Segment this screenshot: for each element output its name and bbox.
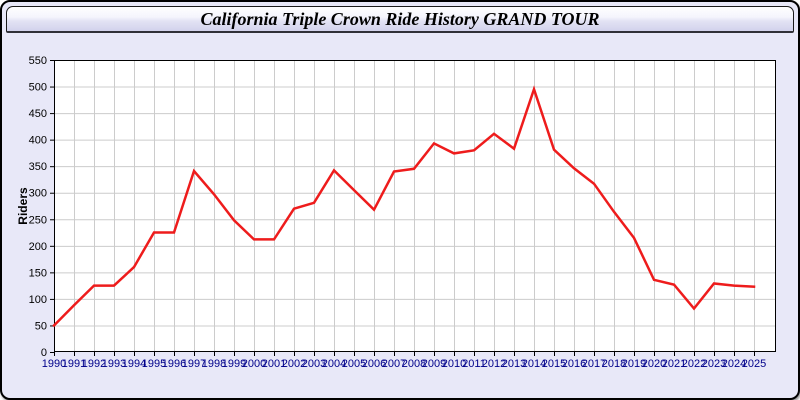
x-tick-label: 2019 [622,358,646,370]
y-tick-label: 500 [29,82,47,94]
x-tick-label: 2023 [702,358,726,370]
y-axis-tick-labels: 0 50 100 150 200 250 300 350 400 450 500 550 [29,55,47,359]
x-tick-label: 2018 [602,358,626,370]
x-tick-label: 1998 [202,358,226,370]
x-axis-tick-labels: 1990199119921993199419951996199719981999… [42,358,766,370]
x-tick-label: 2015 [542,358,566,370]
x-tick-label: 1990 [42,358,66,370]
x-tick-label: 2010 [442,358,466,370]
y-tick-label: 0 [41,347,47,359]
y-tick-label: 350 [29,161,47,173]
x-tick-label: 1991 [62,358,86,370]
x-tick-label: 2011 [462,358,486,370]
y-tick-label: 550 [29,55,47,67]
x-tick-label: 1999 [222,358,246,370]
axis-frame [54,60,776,352]
x-tick-label: 2022 [682,358,706,370]
title-bar: California Triple Crown Ride History GRA… [6,6,794,33]
page-title: California Triple Crown Ride History GRA… [200,8,600,29]
x-tick-label: 1993 [102,358,126,370]
x-tick-label: 2014 [522,358,546,370]
y-tick-label: 50 [35,320,47,332]
x-tick-label: 2000 [242,358,266,370]
x-tick-label: 2007 [382,358,406,370]
axis-ticks [50,60,755,356]
x-tick-label: 2005 [342,358,366,370]
y-tick-label: 100 [29,294,47,306]
x-tick-label: 2012 [482,358,506,370]
y-tick-label: 300 [29,188,47,200]
y-tick-label: 400 [29,135,47,147]
grid-lines [54,60,776,352]
x-tick-label: 2002 [282,358,306,370]
x-tick-label: 1997 [182,358,206,370]
x-tick-label: 2020 [642,358,666,370]
x-tick-label: 2017 [582,358,606,370]
x-tick-label: 2001 [262,358,286,370]
y-axis-title: Riders [16,187,30,225]
x-tick-label: 2009 [422,358,446,370]
y-tick-label: 250 [29,214,47,226]
y-tick-label: 200 [29,241,47,253]
x-tick-label: 2013 [502,358,526,370]
x-tick-label: 2006 [362,358,386,370]
x-tick-label: 2004 [322,358,346,370]
x-tick-label: 1995 [142,358,166,370]
x-tick-label: 2024 [722,358,746,370]
x-tick-label: 2025 [742,358,766,370]
riders-series-line [52,85,756,328]
x-tick-label: 1996 [162,358,186,370]
y-tick-label: 450 [29,108,47,120]
x-tick-label: 2003 [302,358,326,370]
x-tick-label: 2016 [562,358,586,370]
x-tick-label: 1994 [122,358,146,370]
y-tick-label: 150 [29,267,47,279]
x-tick-label: 2021 [662,358,686,370]
x-tick-label: 1992 [82,358,106,370]
x-tick-label: 2008 [402,358,426,370]
